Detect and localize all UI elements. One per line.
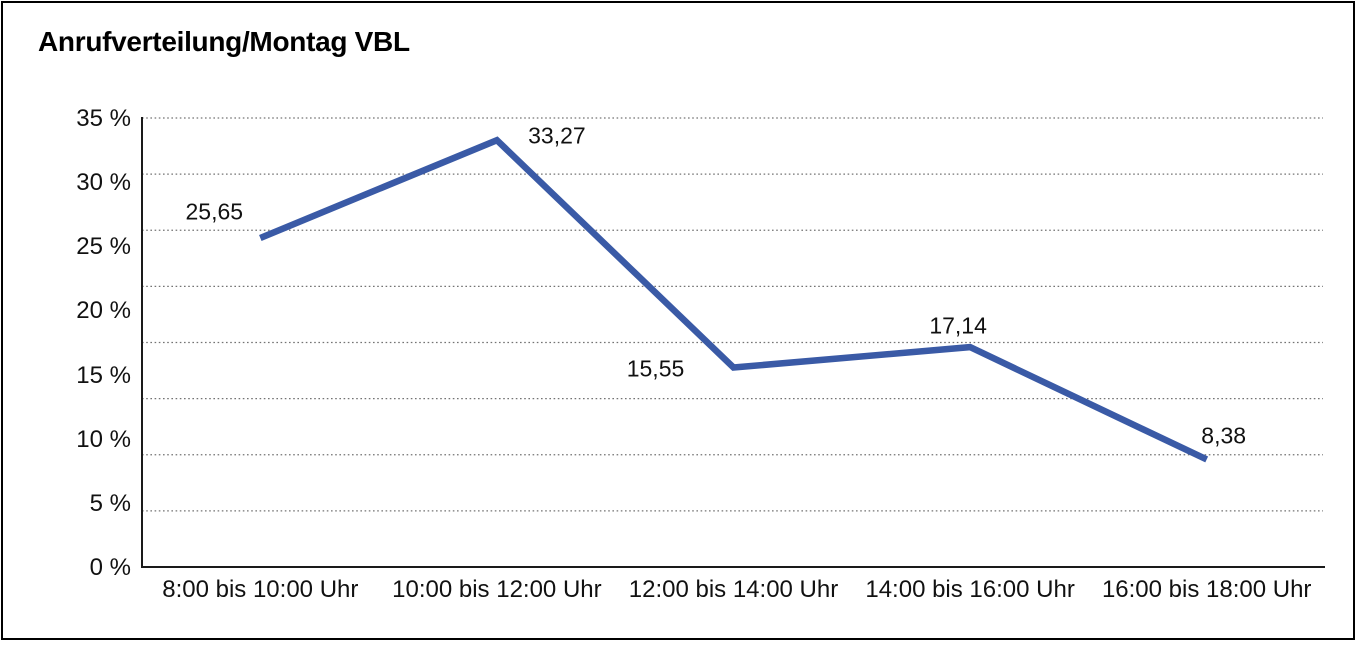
data-point-label: 15,55 [626, 355, 685, 382]
y-axis-tick-label: 35 % [76, 105, 131, 132]
x-axis-category-label: 12:00 bis 14:00 Uhr [628, 576, 839, 603]
x-axis-category-label: 10:00 bis 12:00 Uhr [392, 576, 602, 603]
x-axis-category-label: 14:00 bis 16:00 Uhr [865, 576, 1075, 603]
y-axis-tick-label: 15 % [76, 361, 131, 389]
y-axis-tick-label: 30 % [76, 169, 131, 197]
y-axis-tick-label: 25 % [76, 233, 131, 261]
chart-title: Anrufverteilung/Montag VBL [38, 26, 410, 57]
data-point-label: 33,27 [528, 122, 586, 149]
x-axis-category-label: 16:00 bis 18:00 Uhr [1101, 576, 1312, 603]
x-axis-category-label: 8:00 bis 10:00 Uhr [162, 576, 359, 603]
data-point-label: 8,38 [1201, 422, 1247, 449]
y-axis-tick-label: 0 % [89, 554, 131, 581]
y-axis-tick-label: 20 % [76, 297, 131, 325]
data-point-label: 17,14 [929, 312, 987, 339]
data-point-label: 25,65 [185, 198, 244, 225]
series-line [259, 136, 1209, 463]
y-axis-tick-label: 10 % [76, 425, 131, 453]
y-axis-tick-label: 5 % [89, 489, 131, 517]
